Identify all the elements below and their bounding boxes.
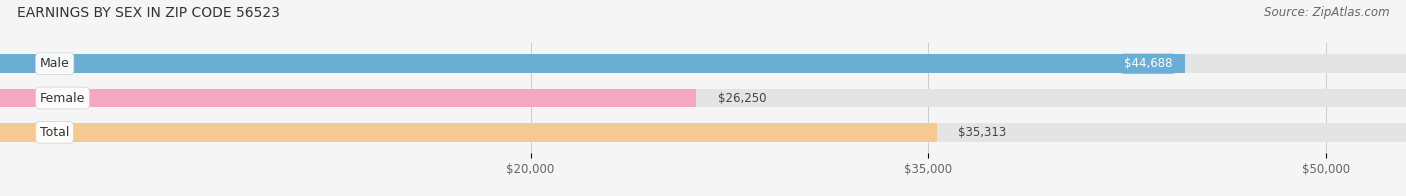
Text: Male: Male	[39, 57, 69, 70]
Bar	[0, 123, 936, 142]
Bar	[0, 89, 1406, 107]
Text: Female: Female	[39, 92, 86, 104]
Bar	[0, 54, 1406, 73]
Text: $26,250: $26,250	[717, 92, 766, 104]
Text: Total: Total	[39, 126, 69, 139]
Text: $35,313: $35,313	[957, 126, 1007, 139]
Bar	[0, 54, 1185, 73]
Bar	[0, 89, 696, 107]
Text: Source: ZipAtlas.com: Source: ZipAtlas.com	[1264, 6, 1389, 19]
Bar	[0, 123, 1406, 142]
Text: $44,688: $44,688	[1123, 57, 1173, 70]
Text: EARNINGS BY SEX IN ZIP CODE 56523: EARNINGS BY SEX IN ZIP CODE 56523	[17, 6, 280, 20]
